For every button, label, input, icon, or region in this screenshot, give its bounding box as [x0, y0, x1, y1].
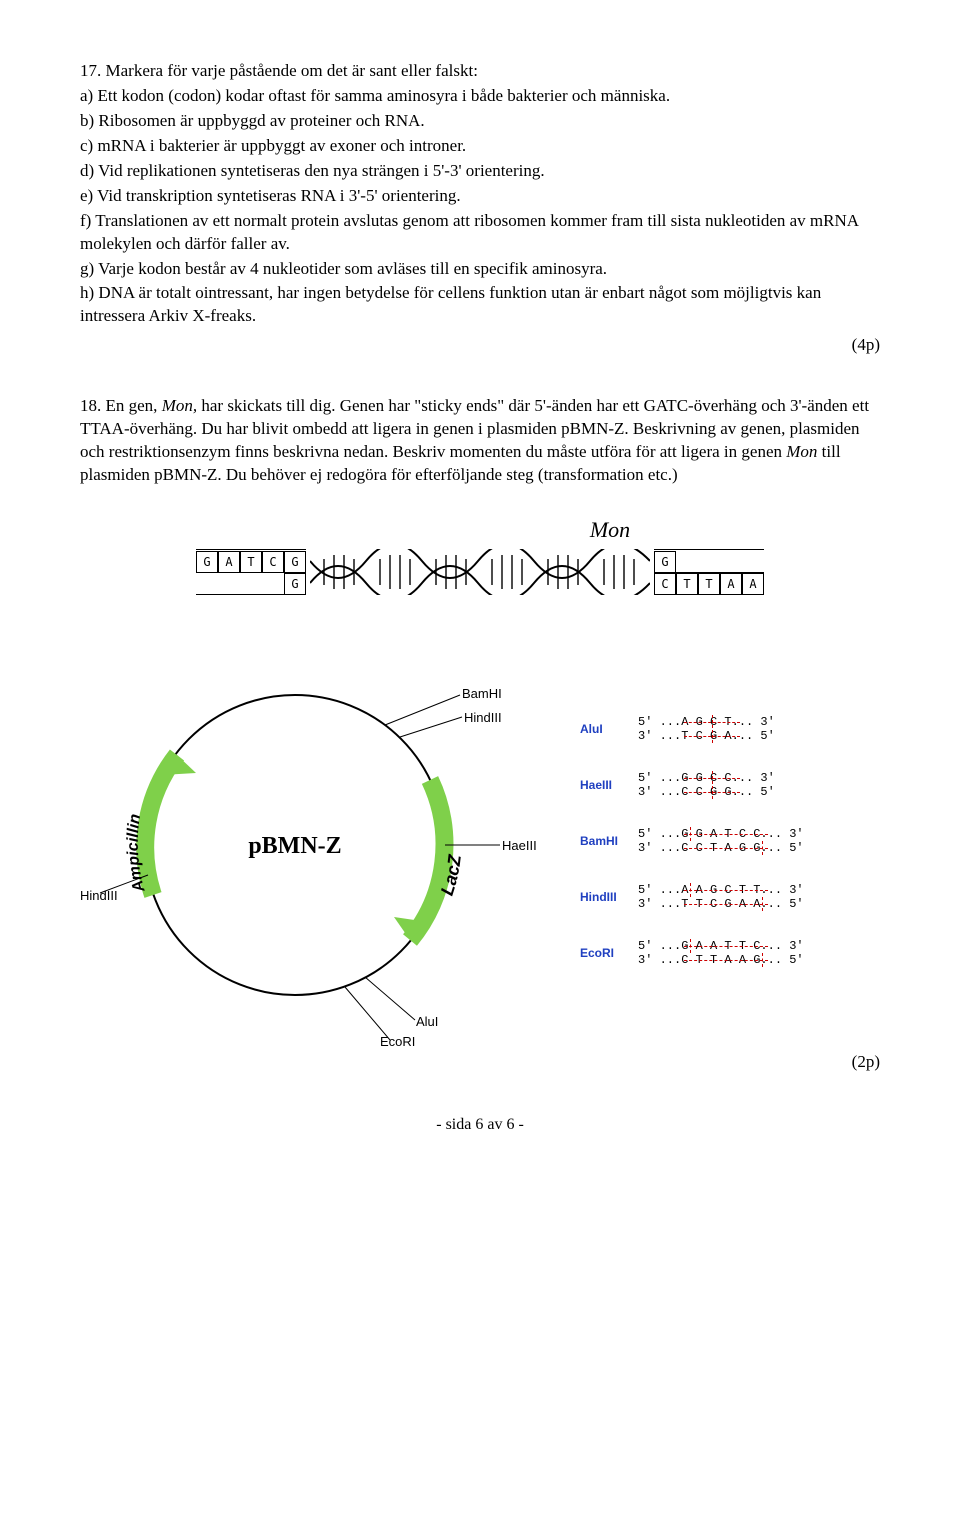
cell: . [676, 551, 698, 573]
enzyme-name: BamHI [580, 833, 638, 849]
enzyme-seq: 5' ...G G C C... 3'3' ...C C G G... 5' [638, 771, 775, 799]
cell: G [196, 551, 218, 573]
hindiii-right-label: HindIII [464, 709, 502, 727]
enzyme-name: AluI [580, 721, 638, 737]
cell: G [654, 551, 676, 573]
enzyme-seq: 5' ...G G A T C C... 3'3' ...C C T A G G… [638, 827, 804, 855]
q17-e: e) Vid transkription syntetiseras RNA i … [80, 185, 880, 208]
cell: . [720, 551, 742, 573]
gene-figure: G A T C G . . . . G G . [80, 549, 880, 595]
q18-t2: har skickats till dig. Genen har "sticky… [80, 396, 869, 461]
left-overhang: G A T C G . . . . G [196, 549, 306, 595]
cell: G [284, 551, 306, 573]
cell: A [218, 551, 240, 573]
q18-t1: 18. En gen, [80, 396, 162, 415]
cell: . [218, 573, 240, 595]
q17-b: b) Ribosomen är uppbyggd av proteiner oc… [80, 110, 880, 133]
enzyme-name: EcoRI [580, 945, 638, 961]
q17-prompt: 17. Markera för varje påstående om det ä… [80, 60, 880, 83]
enzyme-table: AluI 5' ...A G C T... 3'3' ...T C G A...… [580, 715, 804, 995]
ecori-label: EcoRI [380, 1033, 415, 1051]
dna-helix-icon [310, 549, 650, 595]
mon-title: Mon [340, 515, 880, 545]
cell: T [698, 573, 720, 595]
cell: C [262, 551, 284, 573]
alui-label: AluI [416, 1013, 438, 1031]
cell: . [742, 551, 764, 573]
cell: . [240, 573, 262, 595]
q18-mon1: Mon, [162, 396, 197, 415]
enzyme-name: HaeIII [580, 777, 638, 793]
haeiii-label: HaeIII [502, 837, 537, 855]
plasmid-and-enzymes: Ampicillin LacZ pBMN-Z HindIII BamHI Hin… [80, 625, 880, 1045]
cell: . [196, 573, 218, 595]
cell: A [720, 573, 742, 595]
enzyme-seq: 5' ...A G C T... 3'3' ...T C G A... 5' [638, 715, 775, 743]
enzyme-row: HindIII 5' ...A A G C T T... 3'3' ...T T… [580, 883, 804, 911]
cell: T [676, 573, 698, 595]
q17-points: (4p) [80, 334, 880, 357]
q17-g: g) Varje kodon består av 4 nukleotider s… [80, 258, 880, 281]
enzyme-row: HaeIII 5' ...G G C C... 3'3' ...C C G G.… [580, 771, 804, 799]
enzyme-name: HindIII [580, 889, 638, 905]
q18-points: (2p) [80, 1051, 880, 1074]
q17-d: d) Vid replikationen syntetiseras den ny… [80, 160, 880, 183]
q17-a: a) Ett kodon (codon) kodar oftast för sa… [80, 85, 880, 108]
cell: C [654, 573, 676, 595]
right-overhang: G . . . . C T T A A [654, 549, 764, 595]
q17-h: h) DNA är totalt ointressant, har ingen … [80, 282, 880, 328]
q18-text: 18. En gen, Mon, har skickats till dig. … [80, 395, 880, 487]
hindiii-left-label: HindIII [80, 887, 118, 905]
plasmid-name: pBMN-Z [248, 833, 341, 859]
cell: T [240, 551, 262, 573]
cell: . [698, 551, 720, 573]
enzyme-row: BamHI 5' ...G G A T C C... 3'3' ...C C T… [580, 827, 804, 855]
enzyme-seq: 5' ...A A G C T T... 3'3' ...T T C G A A… [638, 883, 804, 911]
cell: G [284, 573, 306, 595]
plasmid-diagram: Ampicillin LacZ pBMN-Z HindIII BamHI Hin… [80, 625, 550, 1045]
enzyme-row: AluI 5' ...A G C T... 3'3' ...T C G A...… [580, 715, 804, 743]
q17-c: c) mRNA i bakterier är uppbyggt av exone… [80, 135, 880, 158]
enzyme-seq: 5' ...G A A T T C... 3'3' ...C T T A A G… [638, 939, 804, 967]
cell: A [742, 573, 764, 595]
enzyme-row: EcoRI 5' ...G A A T T C... 3'3' ...C T T… [580, 939, 804, 967]
q18-mon2: Mon [786, 442, 817, 461]
bamhi-label: BamHI [462, 685, 502, 703]
q17-f: f) Translationen av ett normalt protein … [80, 210, 880, 256]
page-footer: - sida 6 av 6 - [80, 1114, 880, 1136]
cell: . [262, 573, 284, 595]
